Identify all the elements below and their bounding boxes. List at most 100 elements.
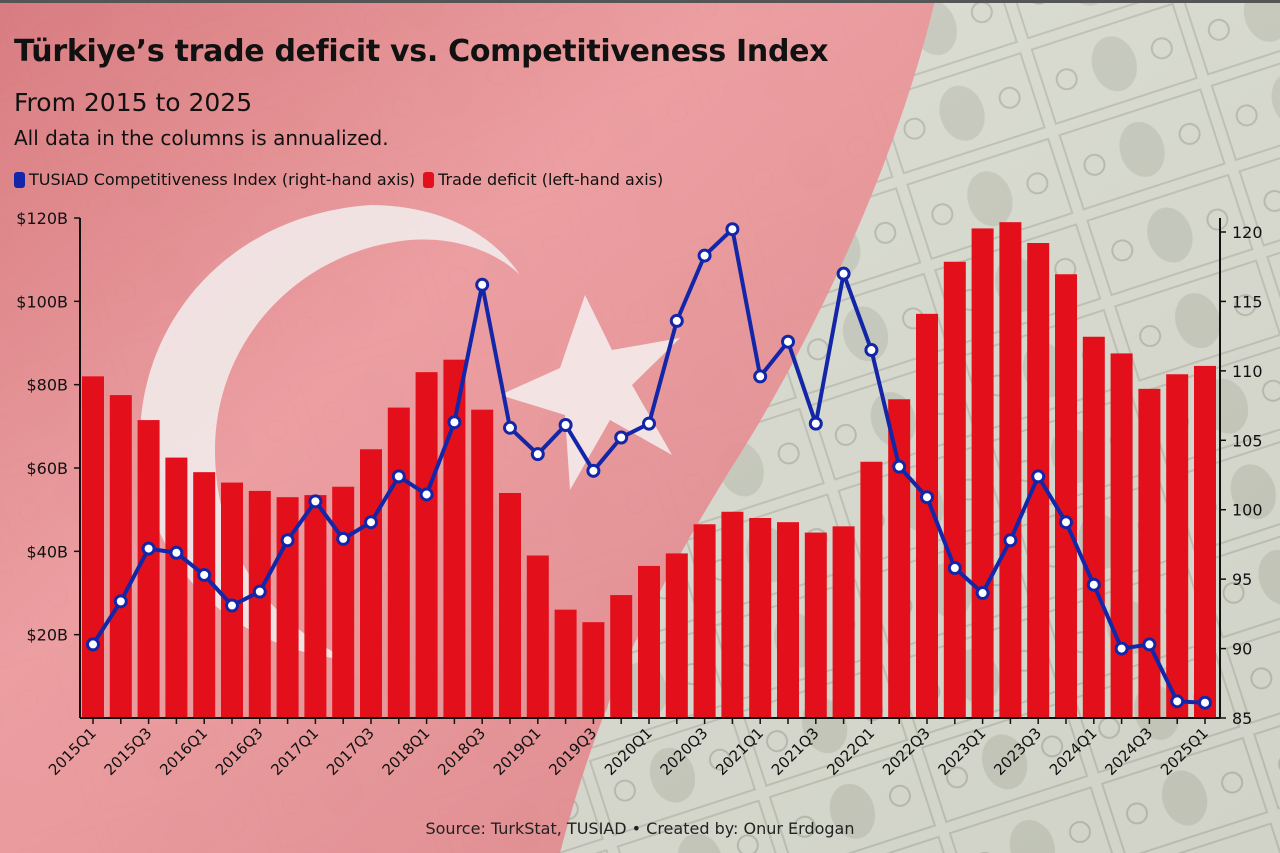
x-tick-label: 2022Q1 [823,724,878,779]
index-point-2019Q2 [558,418,573,433]
index-point-2018Q2 [447,415,462,430]
bar-2021Q1 [749,518,772,718]
index-point-2016Q1 [197,567,212,582]
index-point-2024Q1 [1086,577,1101,592]
right-tick-label: 115 [1232,292,1263,311]
x-tick-label: 2021Q1 [712,724,767,779]
bar-2022Q4 [943,261,966,718]
index-point-2019Q1 [530,447,545,462]
index-point-2016Q2 [225,598,239,613]
index-point-2021Q4 [836,266,851,281]
bar-2018Q1 [415,372,438,718]
legend-item-index: TUSIAD Competitiveness Index (right-hand… [14,170,415,189]
x-tick-label: 2019Q1 [490,724,545,779]
source-note: Source: TurkStat, TUSIAD • Created by: O… [425,819,855,838]
bar-2022Q1 [860,461,883,718]
x-tick-label: 2023Q1 [935,724,990,779]
bar-2018Q3 [471,409,494,718]
bar-2025Q1 [1194,365,1216,718]
index-point-2021Q1 [753,369,768,384]
index-point-2022Q2 [892,459,907,474]
index-point-2021Q2 [781,334,795,349]
bar-2016Q3 [248,490,271,718]
bar-2015Q3 [137,420,160,718]
index-point-2016Q3 [252,584,267,599]
bar-2019Q4 [610,595,633,718]
left-tick-label: $100B [16,292,68,311]
index-point-2017Q3 [364,515,378,530]
index-point-2024Q2 [1114,641,1129,656]
x-tick-label: 2016Q3 [212,724,267,779]
bar-2017Q1 [304,495,327,718]
left-tick-label: $60B [26,459,68,478]
x-tick-label: 2020Q3 [657,724,712,779]
bar-2015Q4 [165,457,188,718]
bar-2024Q1 [1082,336,1105,718]
index-point-2018Q4 [503,420,517,435]
bar-2019Q1 [526,555,549,718]
left-tick-label: $20B [26,626,68,645]
index-point-2020Q3 [697,248,712,263]
index-point-2022Q3 [920,490,934,505]
x-tick-label: 2018Q1 [379,724,434,779]
index-point-2025Q1 [1198,695,1212,710]
legend-item-deficit: Trade deficit (left-hand axis) [423,170,663,189]
bar-2023Q4 [1055,274,1077,718]
index-point-2023Q1 [975,586,990,601]
bar-2020Q3 [693,524,716,718]
top-border [0,0,1280,3]
bar-2020Q4 [721,511,744,718]
index-point-2020Q2 [669,313,684,328]
index-point-2017Q2 [336,531,351,546]
bar-2018Q2 [443,359,466,718]
index-point-2021Q3 [808,416,823,431]
right-tick-label: 95 [1232,570,1252,589]
x-tick-label: 2025Q1 [1157,724,1212,779]
index-point-2017Q1 [308,494,323,509]
right-tick-label: 90 [1232,640,1252,659]
bar-2015Q2 [109,395,132,718]
x-tick-label: 2015Q3 [101,724,156,779]
index-point-2015Q4 [169,545,184,560]
index-point-2015Q1 [86,637,100,652]
bar-2021Q4 [832,526,855,718]
legend-swatch-index [14,171,25,188]
legend-swatch-deficit [423,171,435,188]
index-point-2020Q4 [725,222,740,237]
bar-2023Q2 [999,222,1022,718]
x-tick-label: 2021Q3 [768,724,823,779]
right-tick-label: 120 [1232,223,1263,242]
bar-2020Q2 [665,553,688,718]
x-tick-label: 2020Q1 [601,724,656,779]
legend: TUSIAD Competitiveness Index (right-hand… [14,170,663,189]
bar-2021Q2 [777,522,799,718]
index-point-2020Q1 [642,416,656,431]
bar-2017Q2 [332,486,355,718]
bar-2019Q3 [582,622,605,718]
bar-2023Q1 [971,228,994,718]
index-point-2019Q3 [586,463,601,478]
bar-2024Q3 [1138,388,1161,718]
bar-2017Q4 [387,407,410,718]
index-point-2018Q1 [419,487,434,502]
bar-2015Q1 [82,376,104,718]
index-point-2018Q3 [475,277,490,292]
index-point-2023Q4 [1059,515,1073,530]
index-point-2016Q4 [280,533,295,548]
left-tick-label: $120B [16,209,68,228]
bar-2018Q4 [499,493,521,718]
x-tick-label: 2022Q3 [879,724,934,779]
x-tick-label: 2015Q1 [45,724,100,779]
bar-2019Q2 [554,609,577,718]
index-point-2024Q4 [1170,694,1185,709]
x-tick-label: 2018Q3 [434,724,489,779]
bar-2024Q4 [1166,374,1189,718]
x-tick-label: 2017Q1 [267,724,322,779]
right-tick-label: 105 [1232,431,1263,450]
bar-2022Q3 [916,313,938,718]
legend-label-deficit: Trade deficit (left-hand axis) [438,170,664,189]
x-tick-label: 2024Q1 [1046,724,1101,779]
left-tick-label: $80B [26,376,68,395]
x-tick-label: 2023Q3 [990,724,1045,779]
